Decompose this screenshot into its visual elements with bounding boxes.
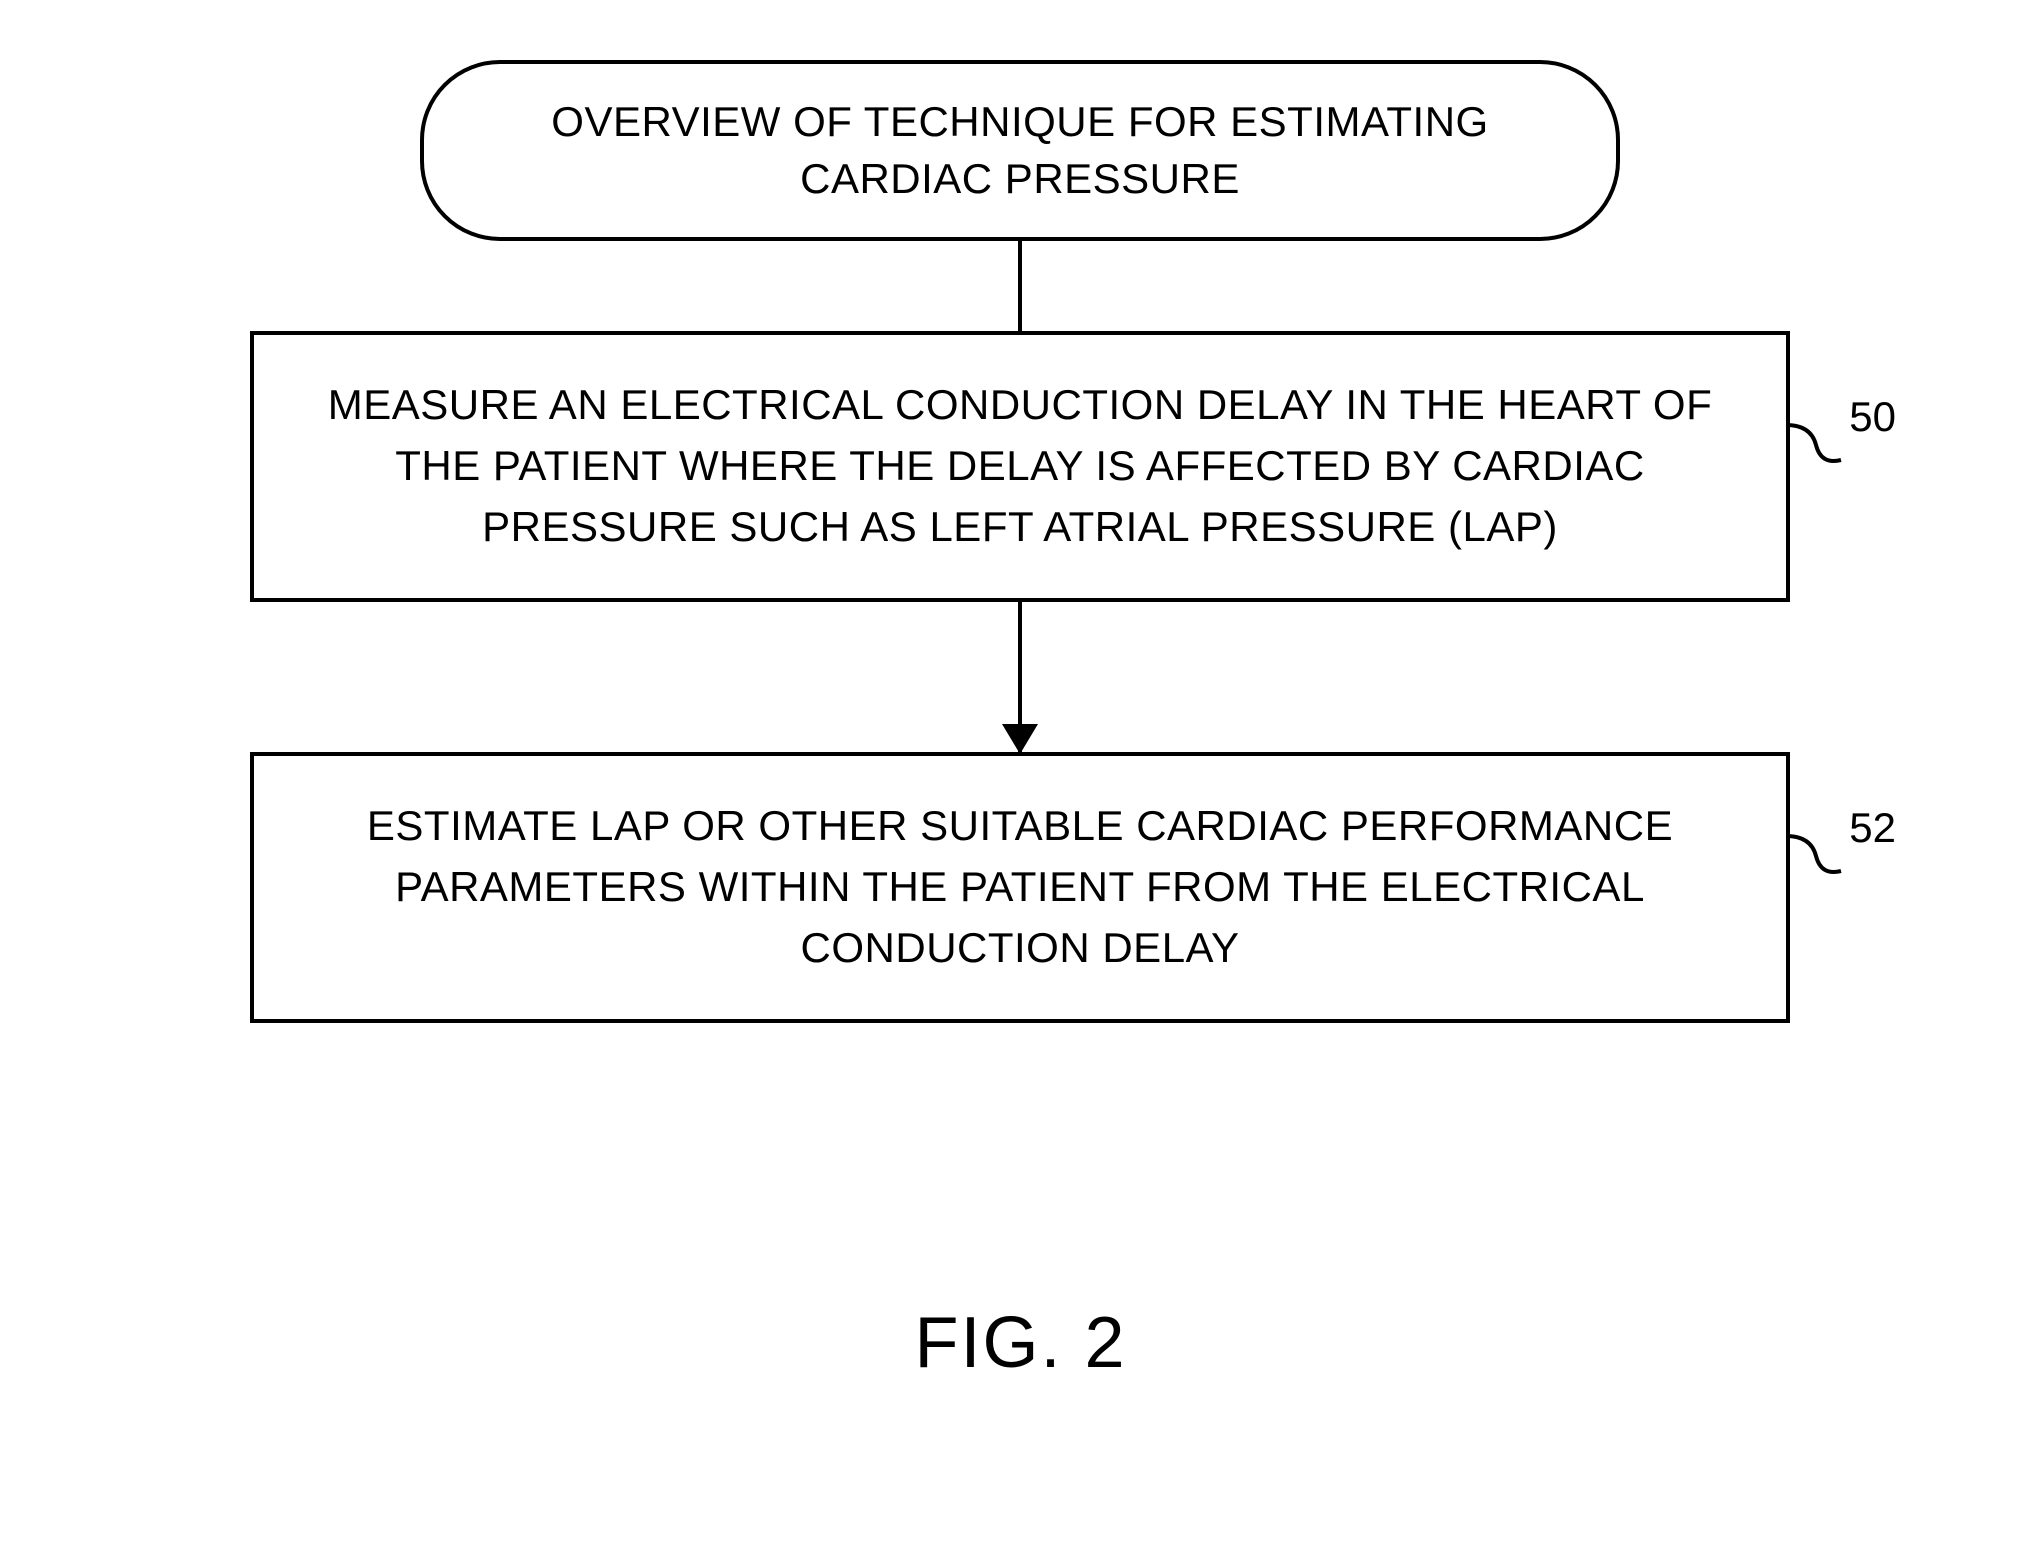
- connector-step1-to-step2: [1018, 602, 1022, 752]
- figure-label: FIG. 2: [914, 1302, 1126, 1384]
- ref-curve-52: [1786, 826, 1846, 886]
- connector-start-to-step1: [1018, 241, 1022, 331]
- flowchart-start-node: OVERVIEW OF TECHNIQUE FOR ESTIMATING CAR…: [420, 60, 1620, 241]
- ref-curve-50: [1786, 415, 1846, 475]
- flowchart-step2-node: ESTIMATE LAP OR OTHER SUITABLE CARDIAC P…: [250, 752, 1790, 1023]
- arrowhead: [1002, 724, 1038, 754]
- ref-label-52: 52: [1849, 804, 1896, 852]
- ref-label-50: 50: [1849, 393, 1896, 441]
- step1-node-text: MEASURE AN ELECTRICAL CONDUCTION DELAY I…: [304, 375, 1736, 558]
- start-node-text: OVERVIEW OF TECHNIQUE FOR ESTIMATING CAR…: [484, 94, 1556, 207]
- flowchart-container: OVERVIEW OF TECHNIQUE FOR ESTIMATING CAR…: [130, 60, 1910, 1023]
- step2-node-text: ESTIMATE LAP OR OTHER SUITABLE CARDIAC P…: [304, 796, 1736, 979]
- flowchart-step1-node: MEASURE AN ELECTRICAL CONDUCTION DELAY I…: [250, 331, 1790, 602]
